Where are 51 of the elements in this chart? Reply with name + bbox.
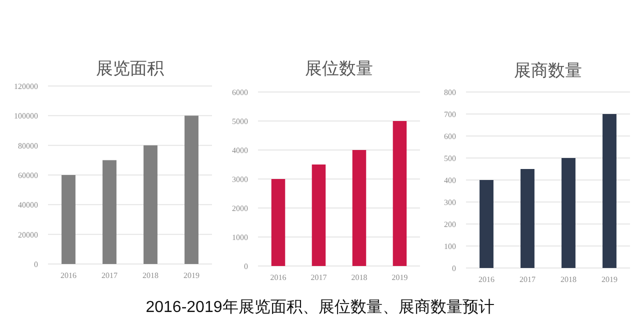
bar — [562, 158, 576, 268]
y-tick-label: 0 — [34, 260, 38, 269]
y-tick-label: 2000 — [232, 204, 248, 213]
y-tick-label: 300 — [444, 198, 456, 207]
bar — [102, 160, 116, 264]
chart-title: 展览面积 — [96, 59, 164, 78]
text: 2016-2019年展览面积、展位数量、展商数量预计 — [146, 298, 494, 316]
y-tick-label: 0 — [244, 262, 248, 271]
y-tick-label: 400 — [444, 176, 456, 185]
y-tick-label: 100 — [444, 242, 456, 251]
x-tick-label: 2018 — [142, 271, 158, 280]
y-tick-label: 4000 — [232, 146, 248, 155]
y-tick-label: 40000 — [18, 200, 38, 210]
x-tick-label: 2018 — [351, 273, 368, 282]
y-tick-label: 500 — [444, 154, 456, 163]
bar — [520, 169, 534, 268]
y-tick-label: 0 — [452, 264, 456, 273]
y-tick-label: 20000 — [18, 230, 38, 240]
bar — [392, 121, 407, 266]
bar — [184, 116, 198, 264]
bar — [312, 164, 326, 266]
x-tick-label: 2019 — [392, 273, 408, 282]
y-tick-label: 60000 — [18, 171, 38, 180]
y-tick-label: 120000 — [14, 82, 38, 91]
bar — [62, 175, 76, 264]
x-tick-label: 2019 — [184, 271, 200, 280]
y-tick-label: 800 — [444, 88, 456, 97]
bar — [352, 150, 366, 266]
chart-title: 展商数量 — [514, 61, 582, 80]
y-tick-label: 100000 — [14, 112, 38, 121]
x-tick-label: 2016 — [60, 271, 76, 280]
bar — [480, 180, 494, 268]
y-tick-label: 200 — [444, 220, 456, 229]
chart-title: 展位数量 — [305, 59, 373, 78]
y-tick-label: 6000 — [232, 88, 248, 97]
x-tick-label: 2017 — [102, 271, 118, 280]
y-tick-label: 600 — [444, 132, 456, 141]
x-tick-label: 2016 — [478, 275, 494, 284]
x-tick-label: 2017 — [520, 275, 536, 284]
y-tick-label: 5000 — [232, 117, 248, 126]
bar — [144, 145, 158, 264]
y-tick-label: 3000 — [232, 175, 248, 184]
bar — [271, 179, 286, 266]
y-tick-label: 700 — [444, 110, 456, 119]
x-tick-label: 2017 — [310, 273, 327, 282]
y-tick-label: 80000 — [18, 141, 38, 150]
x-tick-label: 2019 — [602, 275, 618, 284]
y-tick-label: 1000 — [232, 233, 248, 242]
bar — [602, 114, 616, 268]
x-tick-label: 2016 — [270, 273, 286, 282]
x-tick-label: 2018 — [560, 275, 576, 284]
